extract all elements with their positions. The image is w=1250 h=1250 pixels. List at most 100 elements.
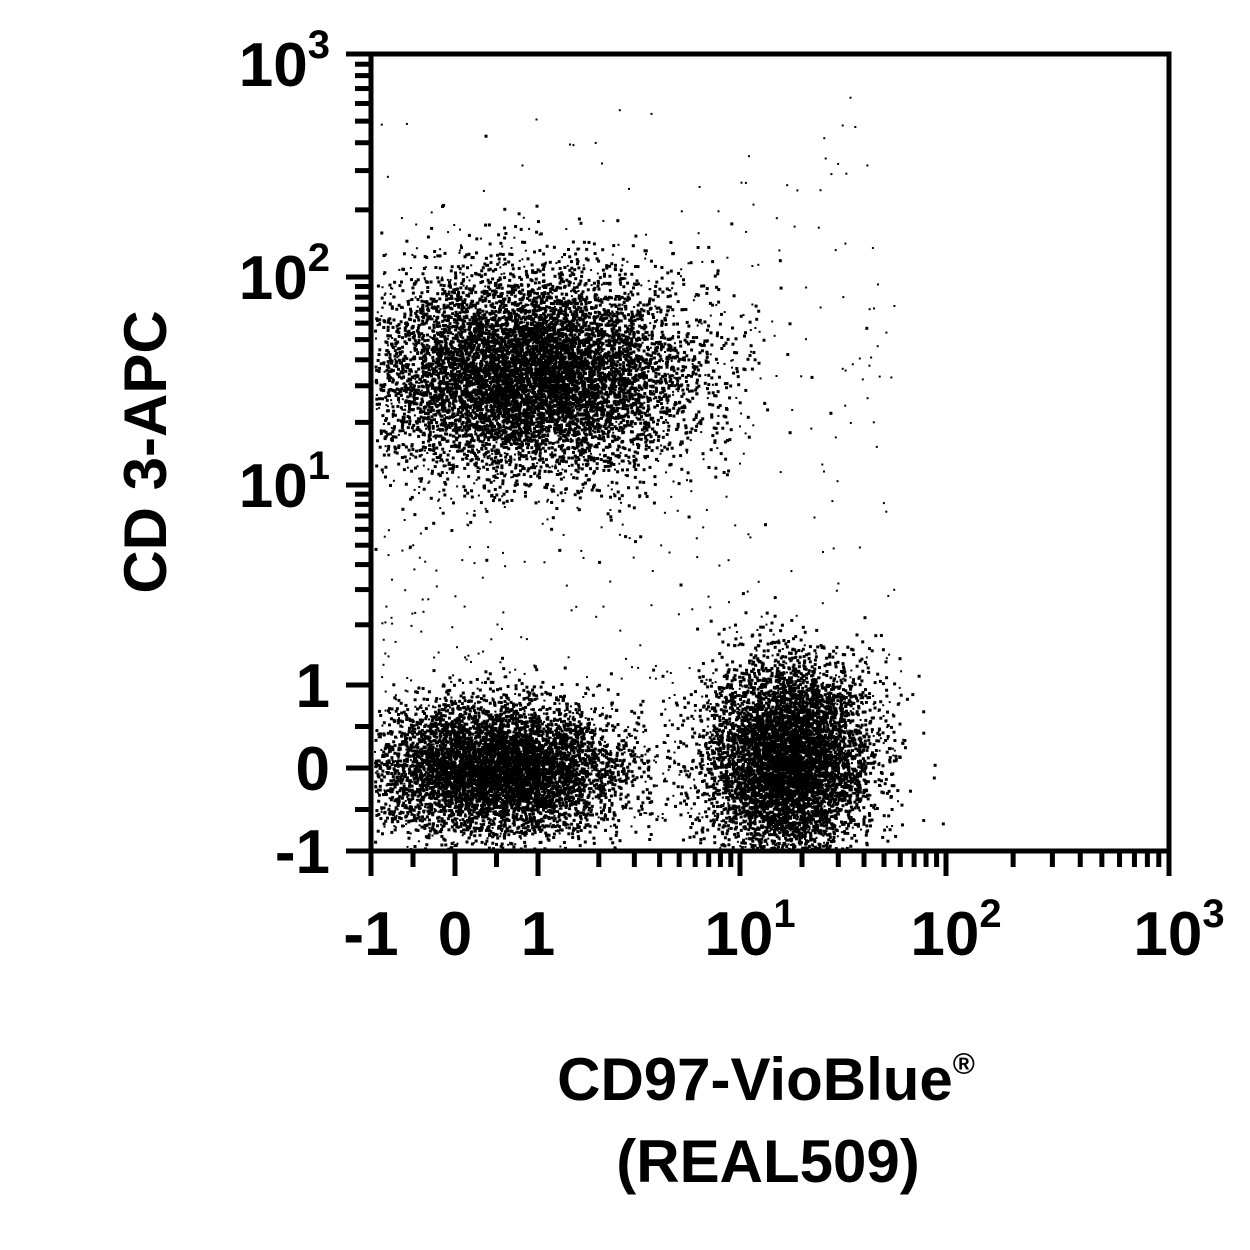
event-dot bbox=[530, 367, 534, 371]
event-dot bbox=[416, 406, 420, 410]
event-dot bbox=[504, 262, 507, 266]
event-dot bbox=[612, 391, 616, 395]
event-dot bbox=[668, 463, 672, 467]
event-dot bbox=[658, 287, 662, 291]
event-dot bbox=[484, 412, 488, 416]
event-dot bbox=[660, 330, 664, 334]
event-dot bbox=[775, 375, 778, 377]
event-dot bbox=[598, 303, 602, 307]
event-dot bbox=[616, 406, 619, 410]
event-dot bbox=[453, 443, 457, 447]
event-dot bbox=[663, 445, 667, 449]
event-dot bbox=[416, 465, 419, 468]
event-dot bbox=[429, 354, 432, 357]
event-dot bbox=[581, 389, 585, 393]
event-dot bbox=[488, 242, 492, 246]
event-dot bbox=[521, 305, 524, 307]
event-dot bbox=[610, 305, 613, 308]
event-dot bbox=[387, 444, 391, 448]
event-dot bbox=[510, 374, 513, 378]
event-dot bbox=[670, 446, 674, 450]
event-dot bbox=[505, 421, 509, 425]
event-dot bbox=[530, 263, 534, 267]
event-dot bbox=[507, 260, 511, 264]
event-dot bbox=[626, 327, 630, 331]
event-dot bbox=[560, 273, 564, 277]
event-dot bbox=[393, 450, 397, 454]
event-dot bbox=[701, 417, 705, 421]
event-dot bbox=[430, 421, 434, 425]
event-dot bbox=[553, 305, 556, 308]
event-dot bbox=[645, 375, 648, 379]
event-dot bbox=[502, 422, 505, 425]
event-dot bbox=[551, 343, 554, 346]
event-dot bbox=[447, 334, 450, 337]
event-dot bbox=[604, 421, 608, 425]
event-dot bbox=[579, 221, 583, 225]
event-dot bbox=[419, 410, 423, 414]
event-dot bbox=[632, 454, 636, 458]
event-dot bbox=[648, 465, 652, 469]
event-dot bbox=[499, 472, 502, 475]
event-dot bbox=[474, 351, 478, 355]
event-dot bbox=[382, 453, 386, 457]
event-dot bbox=[604, 333, 608, 337]
event-dot bbox=[458, 251, 461, 254]
event-dot bbox=[669, 241, 673, 244]
event-dot bbox=[502, 401, 505, 404]
event-dot bbox=[538, 233, 541, 236]
event-dot bbox=[629, 380, 632, 383]
event-dot bbox=[553, 409, 556, 411]
event-dot bbox=[593, 405, 597, 409]
event-dot bbox=[605, 281, 609, 285]
event-dot bbox=[667, 424, 671, 428]
event-dot bbox=[492, 499, 495, 503]
event-dot bbox=[419, 407, 422, 410]
event-dot bbox=[588, 449, 591, 453]
event-dot bbox=[718, 375, 721, 379]
event-dot bbox=[458, 311, 462, 315]
event-dot bbox=[656, 311, 659, 313]
event-dot bbox=[616, 470, 620, 474]
event-dot bbox=[436, 424, 439, 428]
event-dot bbox=[762, 338, 766, 342]
event-dot bbox=[630, 313, 634, 317]
event-dot bbox=[544, 397, 548, 401]
event-dot bbox=[677, 271, 681, 275]
event-dot bbox=[483, 372, 487, 376]
event-dot bbox=[424, 405, 428, 409]
event-dot bbox=[660, 319, 664, 323]
event-dot bbox=[602, 448, 605, 452]
event-dot bbox=[490, 426, 494, 430]
event-dot bbox=[481, 314, 484, 317]
event-dot bbox=[615, 481, 619, 485]
event-dot bbox=[434, 299, 438, 303]
event-dot bbox=[624, 454, 628, 458]
event-dot bbox=[582, 298, 586, 302]
event-dot bbox=[680, 383, 684, 387]
event-dot bbox=[746, 357, 750, 361]
event-dot bbox=[494, 455, 498, 459]
event-dot bbox=[543, 329, 547, 333]
event-dot bbox=[382, 429, 386, 433]
event-dot bbox=[681, 388, 685, 392]
event-dot bbox=[644, 447, 648, 451]
event-dot bbox=[592, 471, 596, 475]
event-dot bbox=[555, 350, 559, 354]
event-dot bbox=[534, 441, 538, 445]
event-dot bbox=[468, 279, 471, 282]
event-dot bbox=[438, 490, 441, 493]
event-dot bbox=[529, 365, 533, 369]
event-dot bbox=[709, 331, 713, 335]
event-dot bbox=[519, 291, 523, 295]
event-dot bbox=[506, 369, 510, 373]
event-dot bbox=[428, 443, 432, 447]
event-dot bbox=[540, 420, 543, 424]
event-dot bbox=[529, 475, 533, 478]
event-dot bbox=[443, 330, 446, 334]
event-dot bbox=[454, 310, 458, 314]
event-dot bbox=[393, 445, 397, 449]
event-dot bbox=[485, 467, 489, 471]
event-dot bbox=[617, 295, 621, 298]
event-dot bbox=[646, 454, 649, 458]
